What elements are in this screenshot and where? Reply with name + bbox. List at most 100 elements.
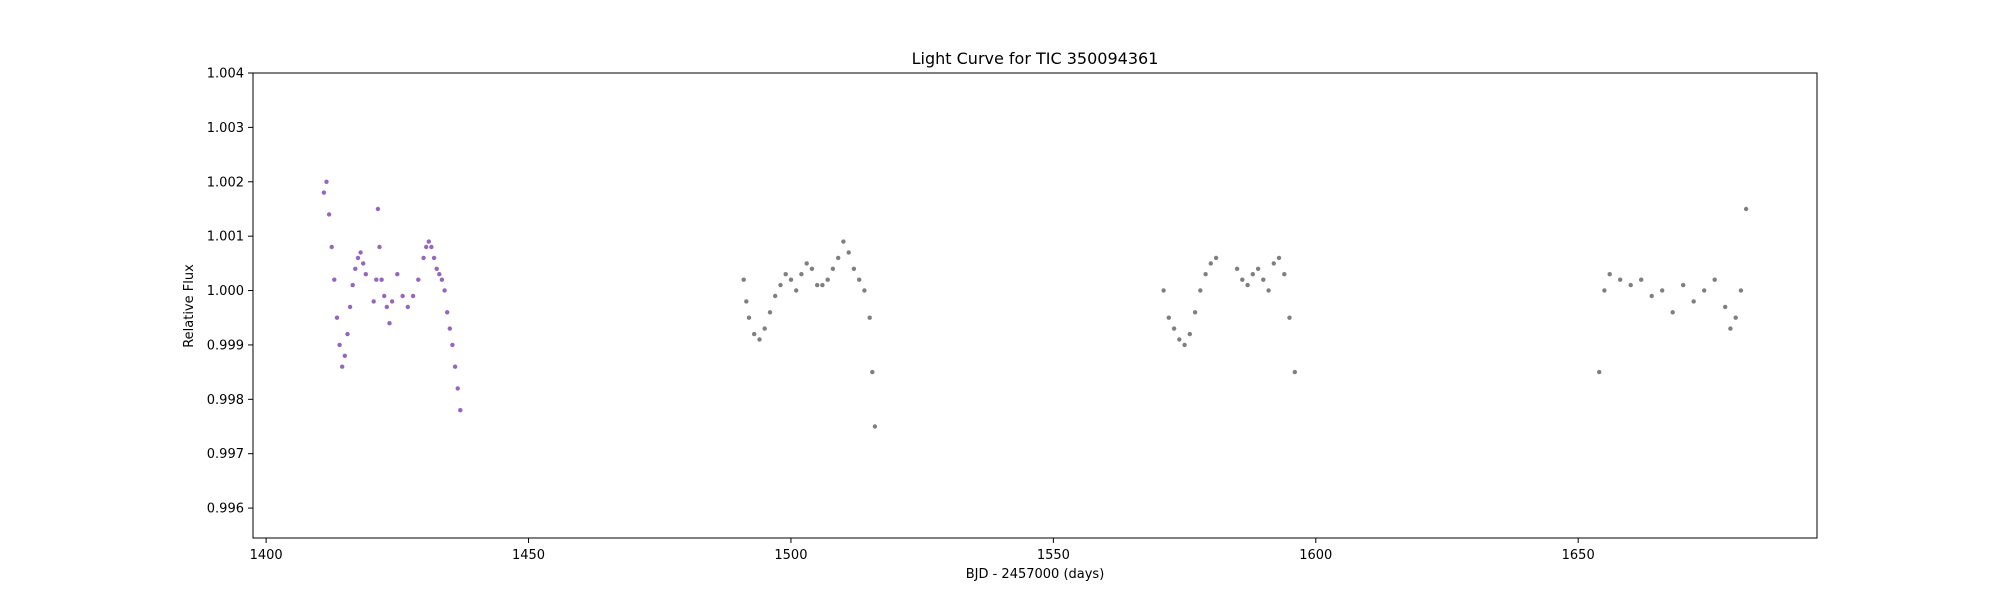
y-tick-label: 0.996 xyxy=(207,502,244,517)
data-point xyxy=(870,369,875,375)
data-point xyxy=(429,244,434,250)
y-tick-label: 1.003 xyxy=(207,121,244,136)
data-point xyxy=(1198,288,1203,293)
data-point xyxy=(1597,369,1602,375)
data-point xyxy=(1187,331,1193,337)
data-point xyxy=(382,293,387,299)
data-point xyxy=(1271,261,1277,266)
data-point xyxy=(1639,277,1644,282)
data-point xyxy=(825,277,830,282)
data-point xyxy=(405,304,410,310)
data-point xyxy=(820,282,825,288)
x-tick-label: 1550 xyxy=(1037,548,1070,563)
data-point xyxy=(744,299,749,304)
data-point xyxy=(371,299,376,304)
data-point xyxy=(379,277,384,282)
data-point xyxy=(1670,310,1675,315)
series-0 xyxy=(321,179,463,413)
data-point xyxy=(410,293,416,299)
y-axis-ticks: 0.996 0.997 0.998 0.999 1.000 1.001 1.002 1.003… xyxy=(207,67,253,517)
data-point xyxy=(361,261,366,266)
data-point xyxy=(387,321,392,326)
data-point xyxy=(1245,282,1250,288)
data-point xyxy=(799,272,804,277)
data-point xyxy=(1213,255,1219,261)
data-point xyxy=(830,266,836,271)
data-points xyxy=(321,179,1749,429)
data-point xyxy=(862,288,867,293)
data-point xyxy=(1628,282,1633,288)
data-point xyxy=(1266,288,1271,293)
data-point xyxy=(326,212,332,217)
data-point xyxy=(762,326,767,331)
data-point xyxy=(1161,288,1166,293)
data-point xyxy=(334,315,340,320)
data-point xyxy=(788,277,794,282)
x-tick-label: 1450 xyxy=(512,548,545,563)
y-axis-label: Relative Flux xyxy=(182,264,197,348)
chart-title: Light Curve for TIC 350094361 xyxy=(912,49,1159,68)
data-point xyxy=(757,337,762,342)
data-point xyxy=(447,326,452,331)
data-point xyxy=(384,304,389,310)
x-axis-label: BJD - 2457000 (days) xyxy=(966,567,1105,582)
data-point xyxy=(851,266,857,271)
data-point xyxy=(773,293,778,299)
data-point xyxy=(389,299,395,304)
data-point xyxy=(1712,277,1717,282)
data-point xyxy=(1240,277,1245,282)
data-point xyxy=(1287,315,1292,320)
y-tick-label: 0.998 xyxy=(207,393,244,408)
data-point xyxy=(1681,282,1686,288)
x-tick-label: 1400 xyxy=(250,548,283,563)
data-point xyxy=(442,288,447,293)
data-point xyxy=(400,293,405,299)
data-point xyxy=(794,288,799,293)
data-point xyxy=(1203,272,1208,277)
data-point xyxy=(1660,288,1665,293)
data-point xyxy=(804,261,809,266)
data-point xyxy=(1166,315,1172,320)
data-point xyxy=(1261,277,1266,282)
data-point xyxy=(421,255,426,261)
data-point xyxy=(1618,277,1623,282)
data-point xyxy=(841,239,846,244)
data-point xyxy=(426,239,431,244)
data-point xyxy=(778,282,783,288)
data-point xyxy=(434,266,439,271)
data-point xyxy=(767,310,773,315)
data-point xyxy=(329,244,334,250)
data-point xyxy=(431,255,437,261)
data-point xyxy=(1192,310,1198,315)
data-point xyxy=(345,331,350,337)
data-point xyxy=(347,304,353,310)
data-point xyxy=(324,179,329,184)
data-point xyxy=(452,364,458,369)
data-point xyxy=(1733,315,1738,320)
y-tick-label: 1.004 xyxy=(207,67,244,82)
data-point xyxy=(1728,326,1733,331)
data-point xyxy=(342,353,347,358)
x-tick-label: 1500 xyxy=(774,548,807,563)
data-point xyxy=(450,342,455,348)
data-point xyxy=(1276,255,1282,261)
y-tick-label: 0.997 xyxy=(207,447,244,462)
y-tick-label: 1.000 xyxy=(207,284,244,299)
data-point xyxy=(1702,288,1707,293)
data-point xyxy=(1607,272,1612,277)
data-point xyxy=(340,364,345,369)
data-point xyxy=(437,272,442,277)
series-1 xyxy=(741,206,1749,429)
data-point xyxy=(1723,304,1728,310)
data-point xyxy=(1255,266,1261,271)
data-point xyxy=(1743,206,1749,212)
data-point xyxy=(783,272,788,277)
x-axis-ticks: 1400 1450 1500 1550 1600 1650 xyxy=(250,538,1595,563)
data-point xyxy=(1182,342,1187,348)
data-point xyxy=(332,277,337,282)
data-point xyxy=(752,331,757,337)
data-point xyxy=(424,244,429,250)
data-point xyxy=(741,277,746,282)
